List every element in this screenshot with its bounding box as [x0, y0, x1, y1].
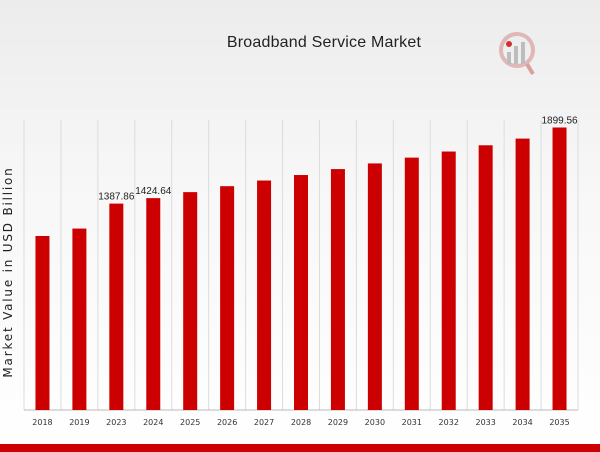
x-tick-label: 2024 [143, 418, 163, 427]
bar-2032 [441, 151, 456, 410]
bar-2030 [367, 163, 382, 410]
bar-2024 [146, 198, 161, 410]
x-tick-label: 2032 [439, 418, 459, 427]
data-label-2024: 1424.64 [135, 186, 172, 197]
bar-2026 [220, 186, 235, 410]
bottom-accent-bar [0, 444, 600, 452]
x-tick-label: 2025 [180, 418, 200, 427]
data-label-2023: 1387.86 [98, 192, 135, 203]
bar-2029 [330, 169, 345, 410]
x-tick-label: 2026 [217, 418, 237, 427]
bar-2018 [35, 236, 50, 410]
x-tick-label: 2030 [365, 418, 385, 427]
bar-2033 [478, 145, 493, 411]
x-tick-label: 2023 [106, 418, 126, 427]
x-tick-label: 2029 [328, 418, 348, 427]
x-tick-label: 2035 [549, 418, 569, 427]
bar-2031 [404, 157, 419, 410]
x-tick-label: 2018 [32, 418, 52, 427]
bar-2035 [552, 127, 567, 410]
bar-2019 [72, 228, 87, 410]
market-research-logo-icon [499, 32, 535, 76]
x-tick-label: 2033 [475, 418, 495, 427]
bar-2025 [183, 192, 198, 410]
bar-2023 [109, 203, 124, 410]
x-tick-label: 2028 [291, 418, 311, 427]
chart-title: Broadband Service Market [226, 34, 422, 51]
bar-2027 [257, 180, 272, 410]
x-tick-label: 2031 [402, 418, 422, 427]
x-tick-label: 2027 [254, 418, 274, 427]
bar-2028 [294, 175, 308, 410]
x-tick-label: 2034 [512, 418, 532, 427]
x-tick-label: 2019 [69, 418, 89, 427]
data-label-2035: 1899.56 [541, 116, 578, 127]
bar-2034 [515, 138, 530, 411]
